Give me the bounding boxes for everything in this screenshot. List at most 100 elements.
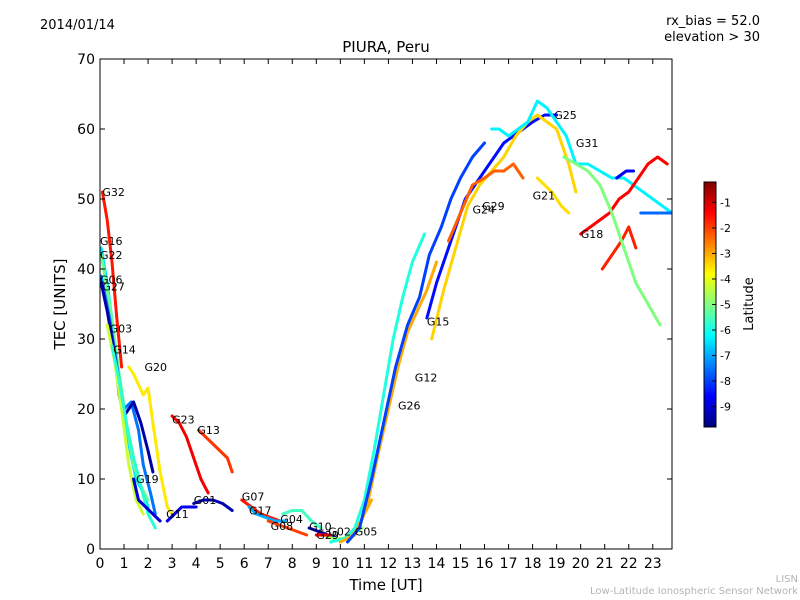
x-tick-label: 16 <box>476 556 494 572</box>
y-tick-label: 20 <box>77 402 95 418</box>
colorbar-tick-label: -3 <box>720 247 731 260</box>
elevation-label: elevation > 30 <box>664 30 760 45</box>
tec-trace-g24 <box>425 113 559 320</box>
latitude-colorbar: Latitude -1 -2 -3 -4 -5 -6 -7 -8 -9 <box>703 181 757 428</box>
x-tick-label: 17 <box>500 556 518 572</box>
x-tick-label: 22 <box>620 556 638 572</box>
prn-label: G03 <box>110 323 133 336</box>
tec-trace-g21 <box>447 162 525 243</box>
tec-trace-g11 <box>165 505 198 523</box>
x-tick-label: 6 <box>240 556 249 572</box>
credit-line-1: LISN <box>775 574 798 585</box>
tec-trace-g32 <box>100 190 124 369</box>
tec-trace-g09 <box>535 176 571 215</box>
y-tick-label: 70 <box>77 52 95 68</box>
x-tick-label: 11 <box>355 556 373 572</box>
prn-label: G21 <box>533 190 556 203</box>
tec-trace-g17 <box>247 505 287 523</box>
prn-label: G27 <box>102 281 125 294</box>
colorbar-tick-label: -9 <box>720 401 731 414</box>
prn-label: G29 <box>316 529 339 542</box>
tec-trace-g31 <box>490 99 672 215</box>
x-tick-label: 10 <box>331 556 349 572</box>
prn-label: G05 <box>355 526 378 539</box>
y-axis-label: TEC [UNITS] <box>51 259 69 351</box>
y-tick-label: 30 <box>77 332 95 348</box>
credit-line-2: Low-Latitude Ionospheric Sensor Network <box>590 586 798 597</box>
prn-label: G17 <box>249 505 272 518</box>
prn-label: G12 <box>415 372 438 385</box>
prn-label: G31 <box>576 137 599 150</box>
tec-trace-g14 <box>110 344 157 530</box>
prn-label: G32 <box>102 186 125 199</box>
y-tick-label: 0 <box>86 542 95 558</box>
tec-trace-g19 <box>132 477 162 523</box>
x-tick-label: 14 <box>428 556 446 572</box>
chart-title: PIURA, Peru <box>342 38 430 56</box>
credit-footer: LISN Low-Latitude Ionospheric Sensor Net… <box>590 574 798 598</box>
tec-trace-g04 <box>281 509 323 530</box>
x-tick-label: 21 <box>596 556 614 572</box>
prn-label: G16 <box>100 235 123 248</box>
prn-label: G15 <box>427 316 450 329</box>
prn-label: G20 <box>145 361 168 374</box>
tec-trace-g13 <box>197 428 234 474</box>
prn-label: G19 <box>136 473 159 486</box>
tec-trace-g01 <box>192 498 234 512</box>
x-tick-label: 18 <box>524 556 542 572</box>
x-tick-label: 9 <box>312 556 321 572</box>
y-tick-label: 50 <box>77 192 95 208</box>
tec-trace-g23 <box>170 414 210 495</box>
colorbar-tick-label: -1 <box>720 196 731 209</box>
tec-trace-g26 <box>329 232 426 544</box>
prn-label: G01 <box>194 494 217 507</box>
colorbar-tick-label: -5 <box>720 299 731 312</box>
prn-label: G10 <box>309 521 332 534</box>
x-tick-label: 2 <box>144 556 153 572</box>
x-tick-label: 12 <box>379 556 397 572</box>
prn-label: G24 <box>473 204 496 217</box>
tec-trace-g15 <box>346 141 486 544</box>
x-tick-label: 7 <box>264 556 273 572</box>
x-tick-label: 0 <box>96 556 105 572</box>
y-tick-label: 40 <box>77 262 95 278</box>
prn-label: G26 <box>398 400 421 413</box>
tec-trace-g18 <box>579 155 669 236</box>
prn-label: G14 <box>113 344 136 357</box>
tec-trace-g25 <box>430 113 578 341</box>
x-tick-label: 20 <box>572 556 590 572</box>
tec-trace-g30 <box>562 155 662 327</box>
x-tick-label: 4 <box>192 556 201 572</box>
x-tick-label: 3 <box>168 556 177 572</box>
colorbar-label: Latitude <box>742 277 757 331</box>
tec-trace-g08 <box>266 519 309 537</box>
prn-label: G04 <box>280 513 303 526</box>
prn-label: G02 <box>328 526 351 539</box>
prn-label: G11 <box>166 508 189 521</box>
prn-label: G18 <box>581 228 604 241</box>
y-tick-label: 60 <box>77 122 95 138</box>
x-axis-label: Time [UT] <box>348 576 422 594</box>
colorbar-tick-label: -6 <box>720 324 731 337</box>
x-tick-label: 5 <box>216 556 225 572</box>
plot-frame <box>99 58 673 550</box>
colorbar-tick-label: -8 <box>720 375 731 388</box>
prn-label: G22 <box>100 249 123 262</box>
tec-trace-g19b <box>615 169 635 180</box>
x-tick-label: 13 <box>404 556 422 572</box>
date-label: 2014/01/14 <box>40 18 115 33</box>
x-tick-label: 15 <box>452 556 470 572</box>
prn-label: G06 <box>100 274 123 287</box>
tec-trace-g07 <box>240 498 282 523</box>
prn-label: G13 <box>197 424 220 437</box>
prn-label: G07 <box>242 491 265 504</box>
rx-bias-label: rx_bias = 52.0 <box>666 14 760 29</box>
prn-label: G23 <box>172 414 195 427</box>
x-tick-label: 1 <box>120 556 129 572</box>
colorbar-tick-label: -2 <box>720 222 731 235</box>
tec-trace-g20 <box>127 365 174 516</box>
colorbar-tick-label: -7 <box>720 350 731 363</box>
x-tick-label: 8 <box>288 556 297 572</box>
x-tick-label: 19 <box>548 556 566 572</box>
